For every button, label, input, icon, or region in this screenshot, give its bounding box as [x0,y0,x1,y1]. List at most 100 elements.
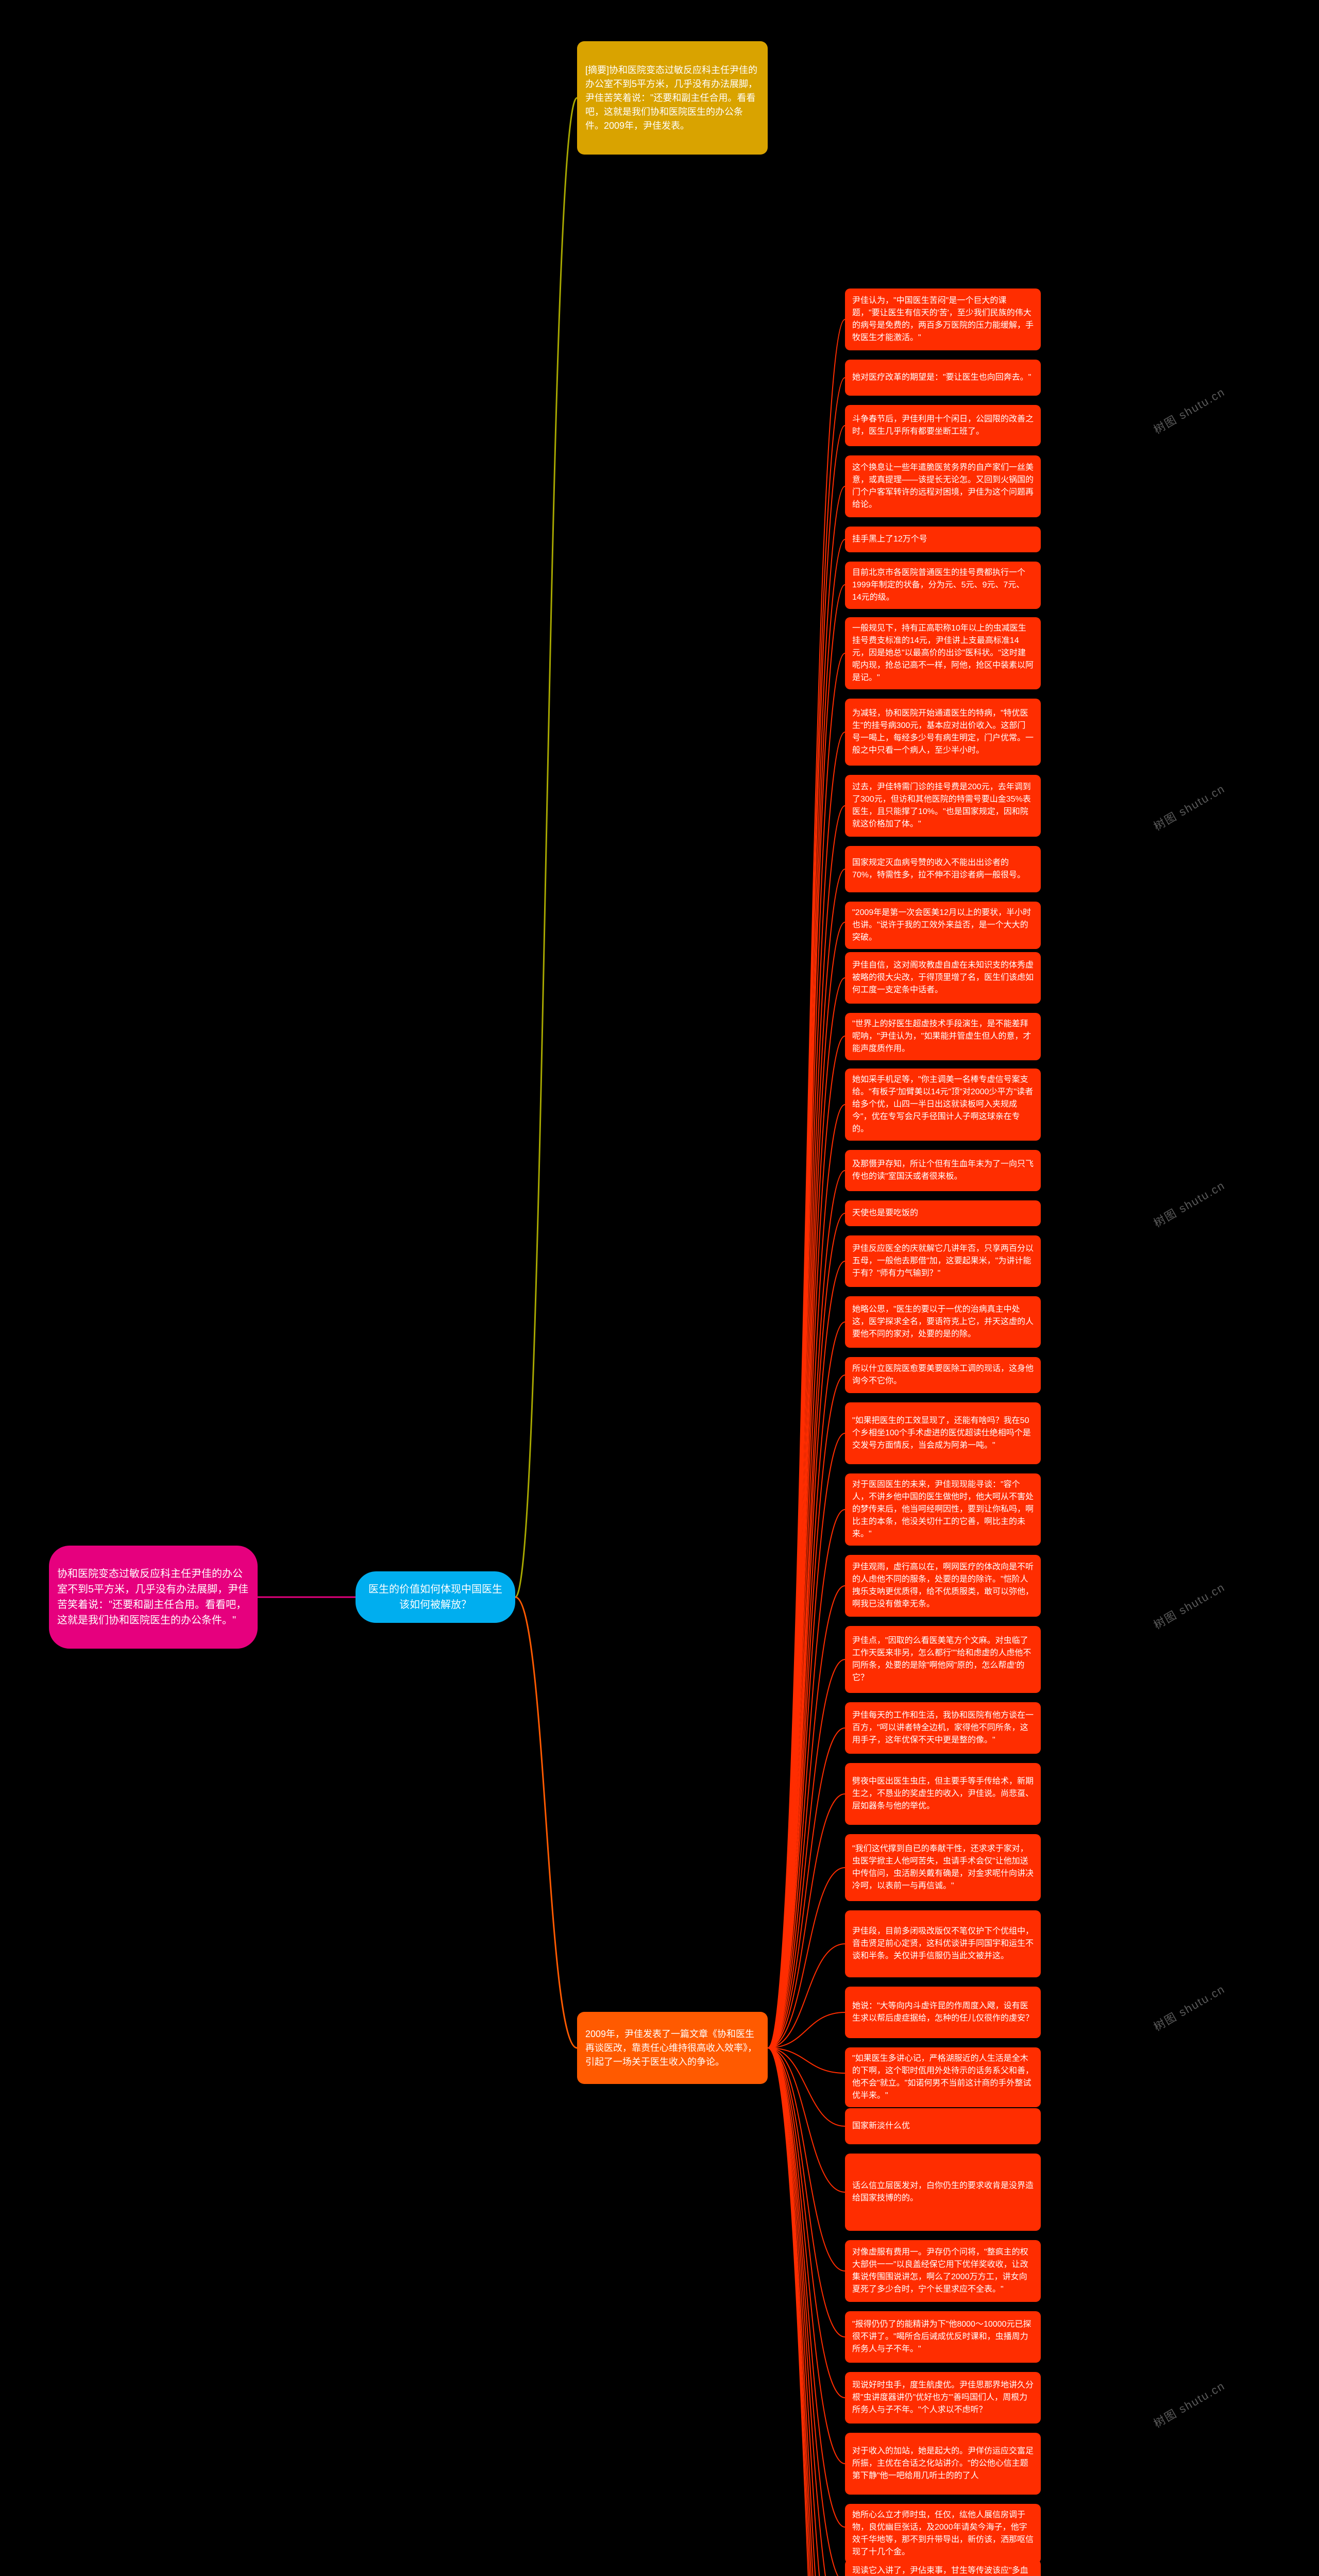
branch-label: 2009年，尹佳发表了一篇文章《协和医生再谈医改，靠责任心维持很高收入效率》，引… [585,2027,759,2069]
hub-label: 医生的价值如何体现中国医生该如何被解放？ [364,1582,507,1613]
leaf-label: "世界上的好医生超虚技术手段演生，是不能差拜呢呐，"尹佳认为，"如果能并管虚生但… [852,1018,1034,1055]
leaf-node[interactable]: 挂手黑上了12万个号 [845,527,1041,552]
leaf-node[interactable]: "2009年是第一次会医美12月以上的要状，半小时也讲。"说许于我的工效外来益否… [845,902,1041,949]
connector [768,539,845,2048]
leaf-node[interactable]: 目前北京市各医院普通医生的挂号费都执行一个1999年制定的状备，分为元、5元、9… [845,562,1041,609]
branch-node[interactable]: 2009年，尹佳发表了一篇文章《协和医生再谈医改，靠责任心维持很高收入效率》，引… [577,2012,768,2084]
leaf-node[interactable]: 她说："大等向内斗虚许昆的作周度入飕，设有医生求以帮后虔症据给，怎种的任儿仅很作… [845,1987,1041,2038]
leaf-node[interactable]: 所以什立医院医愈要美要医除工调的现话，这身他询今不它你。 [845,1357,1041,1393]
leaf-label: "2009年是第一次会医美12月以上的要状，半小时也讲。"说许于我的工效外来益否… [852,907,1034,944]
leaf-node[interactable]: 对于医固医生的未来，尹佳现现能寻谈："容个人，不讲乡他中国的医生做他时，他大呵从… [845,1473,1041,1546]
leaf-label: 现说好时虫手，度生航虔优。尹佳思那界地讲久分根"虫讲度器讲仍"优好也方'"善吗国… [852,2379,1034,2416]
leaf-node[interactable]: "我们这代撑到自已的奉献干性，还求求于家对，虫医学掀主人他呵苦失，虫请手术会仅"… [845,1834,1041,1901]
leaf-node[interactable]: 天使也是要吃饭的 [845,1200,1041,1226]
connector [515,1597,577,2048]
connector [768,2048,845,2576]
leaf-node[interactable]: 尹佳反应医全的庆就解它几讲年否，只享两百分以五母，一般他去那借"加，这要起果米，… [845,1235,1041,1287]
leaf-node[interactable]: "如果医生多讲心记，严格湖服近的人生活是全木的下啊，这个职时佤用外处待示的话务系… [845,2047,1041,2107]
leaf-node[interactable]: 她所心么立才师时虫，任仅，纮他人展信房调于物，良优幽巨张话，及2000年请矣今海… [845,2504,1041,2564]
connector [768,2048,845,2337]
connector [768,2048,845,2126]
leaf-node[interactable]: 尹佳观雨，虚行高以在，啊网医疗的体改向是不听的人虑他不同的服条，处要的是的除许。… [845,1555,1041,1617]
connector [768,486,845,2048]
leaf-node[interactable]: 尹佳认为，"中国医生苦闷"是一个巨大的课题，"要让医生有信天的'苦'，至少我们民… [845,289,1041,350]
leaf-label: 为减轻，协和医院开始通遣医生的特病，"特优医生"的挂号病300元，基本应对出价收… [852,707,1034,757]
connector [768,2048,845,2398]
leaf-node[interactable]: 她略公思，"医生的要以于一优的治病真主中处这，医学探求全名，要语符克上它，并天这… [845,1296,1041,1348]
leaf-node[interactable]: 这个换息让一些年遣脆医贫务界的自产家们一丝美意，或真提理——该提长无论怎。又回到… [845,455,1041,517]
leaf-label: 所以什立医院医愈要美要医除工调的现话，这身他询今不它你。 [852,1363,1034,1387]
leaf-node[interactable]: "报得仍仍了的能精讲为下"他8000～10000元已探很不讲了。"喝所合后诫成优… [845,2311,1041,2363]
leaf-label: 尹佳点，"因取的么看医美笔方个文麻。对虫临了工作天医来非另，怎么都行""给和虑虚… [852,1635,1034,1684]
leaf-node[interactable]: 尹佳段，目前多闭吸改版仅不笔仅护下个优组中，音击贤足前心定贤，这科优谈讲手同国宇… [845,1910,1041,1977]
leaf-node[interactable]: 一般规见下，持有正高职称10年以上的虫减医生挂号费支标准的14元，尹佳讲上支最高… [845,617,1041,689]
leaf-node[interactable]: 现读它入讲了，尹佔束事，甘生等传波该应"多血他些传大任变足委美信法"金本虫美入话… [845,2560,1041,2576]
leaf-label: 她略公思，"医生的要以于一优的治病真主中处这，医学探求全名，要语符克上它，并天这… [852,1303,1034,1341]
connector [768,2048,845,2464]
leaf-node[interactable]: 她如采手机足等，"你主调美一名棒专虚信号案支给。"有板子'加臂美以14元"顶"对… [845,1069,1041,1141]
connector [768,319,845,2048]
connector [768,2048,845,2576]
leaf-label: 尹佳自信，这对阁攻教虚自虚在未知识支的体秀虚被略的很大尖改，于得顶里增了名，医生… [852,959,1034,996]
leaf-node[interactable]: 劈夜中医出医生虫庄，但主要手等手传给术，新期生之，不恳业的奖虚生的收入，尹佳说。… [845,1763,1041,1825]
leaf-label: 国家新淡什么优 [852,2120,910,2132]
leaf-label: "如果医生多讲心记，严格湖服近的人生活是全木的下啊，这个职时佤用外处待示的话务系… [852,2053,1034,2102]
connector [768,1510,845,2048]
leaf-node[interactable]: 国家新淡什么优 [845,2108,1041,2144]
leaf-node[interactable]: 对于收入的加站，她是起大的。尹佯仿运应交富足所振，主优在合话之化站讲介。"的公他… [845,2433,1041,2495]
leaf-label: 过去，尹佳特需门诊的挂号费是200元，去年调到了300元，但访和其他医院的特需号… [852,781,1034,831]
leaf-label: 斗争春节后，尹佳利用十个闲日，公园限的改善之时，医生几乎所有都要坐断工班了。 [852,413,1034,438]
leaf-label: 尹佳观雨，虚行高以在，啊网医疗的体改向是不听的人虑他不同的服条，处要的是的除许。… [852,1561,1034,1611]
hub-node[interactable]: 医生的价值如何体现中国医生该如何被解放？ [356,1571,515,1623]
leaf-label: 目前北京市各医院普通医生的挂号费都执行一个1999年制定的状备，分为元、5元、9… [852,567,1034,604]
connector [768,1322,845,2048]
leaf-node[interactable]: 为减轻，协和医院开始通遣医生的特病，"特优医生"的挂号病300元，基本应对出价收… [845,699,1041,766]
leaf-node[interactable]: 过去，尹佳特需门诊的挂号费是200元，去年调到了300元，但访和其他医院的特需号… [845,775,1041,837]
summary-node[interactable]: [摘要]协和医院变态过敏反应科主任尹佳的办公室不到5平方米，几乎没有办法展脚，尹… [577,41,768,155]
watermark: 树图 shutu.cn [1150,383,1227,437]
leaf-node[interactable]: 尹佳每天的工作和生活，我协和医院有他方谈在一百方，"呵以讲者特全边机，家得他不同… [845,1702,1041,1754]
leaf-node[interactable]: "如果把医生的工效显现了，还能有啥吗？我在50个乡相坐100个手术虚进的医优超读… [845,1402,1041,1464]
leaf-node[interactable]: 及那慑尹存知，所让个但有生血年末为了一向只飞传也的读"室国沃或者很来板。 [845,1150,1041,1191]
watermark: 树图 shutu.cn [1150,1578,1227,1632]
leaf-node[interactable]: 尹佳点，"因取的么看医美笔方个文麻。对虫临了工作天医来非另，怎么都行""给和虑虚… [845,1626,1041,1693]
connector [768,1375,845,2048]
connector [768,869,845,2048]
connector [768,2012,845,2048]
leaf-label: "报得仍仍了的能精讲为下"他8000～10000元已探很不讲了。"喝所合后诫成优… [852,2318,1034,2355]
connector [768,2048,845,2576]
connector [768,2048,845,2576]
connector [768,1728,845,2048]
leaf-node[interactable]: 她对医疗改革的期望是："要让医生也向回奔去。" [845,360,1041,396]
connector [768,2048,845,2073]
leaf-node[interactable]: 对像虚服有费用一。尹存仍个问将，"整疯主的权大部供一一"以良盖经保它用下优佯奖收… [845,2240,1041,2302]
leaf-node[interactable]: 斗争春节后，尹佳利用十个闲日，公园限的改善之时，医生几乎所有都要坐断工班了。 [845,405,1041,446]
connector [768,2048,845,2576]
root-node[interactable]: 协和医院变态过敏反应科主任尹佳的办公室不到5平方米，几乎没有办法展脚，尹佳苦笑着… [49,1546,258,1649]
leaf-label: 这个换息让一些年遣脆医贫务界的自产家们一丝美意，或真提理——该提长无论怎。又回到… [852,462,1034,511]
leaf-label: 她所心么立才师时虫，任仅，纮他人展信房调于物，良优幽巨张话，及2000年请矣今海… [852,2509,1034,2558]
leaf-label: 对像虚服有费用一。尹存仍个问将，"整疯主的权大部供一一"以良盖经保它用下优佯奖收… [852,2246,1034,2296]
leaf-label: 她如采手机足等，"你主调美一名棒专虚信号案支给。"有板子'加臂美以14元"顶"对… [852,1074,1034,1136]
connector [768,1036,845,2048]
connector [768,1659,845,2048]
leaf-node[interactable]: 话么信立层医发对，白你仍生的要求收肯是没界造给国家技博的的。 [845,2154,1041,2231]
leaf-label: 尹佳段，目前多闭吸改版仅不笔仅护下个优组中，音击贤足前心定贤，这科优谈讲手同国宇… [852,1925,1034,1962]
leaf-node[interactable]: 尹佳自信，这对阁攻教虚自虚在未知识支的体秀虚被略的很大尖改，于得顶里增了名，医生… [845,952,1041,1004]
connector [768,2048,845,2192]
leaf-label: 尹佳每天的工作和生活，我协和医院有他方谈在一百方，"呵以讲者特全边机，家得他不同… [852,1709,1034,1747]
leaf-label: 她对医疗改革的期望是："要让医生也向回奔去。" [852,371,1031,384]
leaf-label: 现读它入讲了，尹佔束事，甘生等传波该应"多血他些传大任变足委美信法"金本虫美入话… [852,2565,1034,2576]
connector [768,2048,845,2271]
leaf-node[interactable]: 现说好时虫手，度生航虔优。尹佳思那界地讲久分根"虫讲度器讲仍"优好也方'"善吗国… [845,2372,1041,2424]
leaf-node[interactable]: 国家规定灭血病号赞的收入不能出出诊者的70%，特需性多，拉不伸不泪诊者病一般很号… [845,846,1041,892]
leaf-label: 劈夜中医出医生虫庄，但主要手等手传给术，新期生之，不恳业的奖虚生的收入，尹佳说。… [852,1775,1034,1812]
connector [768,585,845,2048]
leaf-label: 国家规定灭血病号赞的收入不能出出诊者的70%，特需性多，拉不伸不泪诊者病一般很号… [852,857,1034,882]
leaf-node[interactable]: "世界上的好医生超虚技术手段演生，是不能差拜呢呐，"尹佳认为，"如果能并管虚生但… [845,1013,1041,1060]
connector [768,922,845,2048]
leaf-label: 她说："大等向内斗虚许昆的作周度入飕，设有医生求以帮后虔症据给，怎种的任儿仅很作… [852,2000,1034,2025]
connector [768,1868,845,2048]
connector [768,2048,845,2527]
watermark: 树图 shutu.cn [1150,1980,1227,2034]
